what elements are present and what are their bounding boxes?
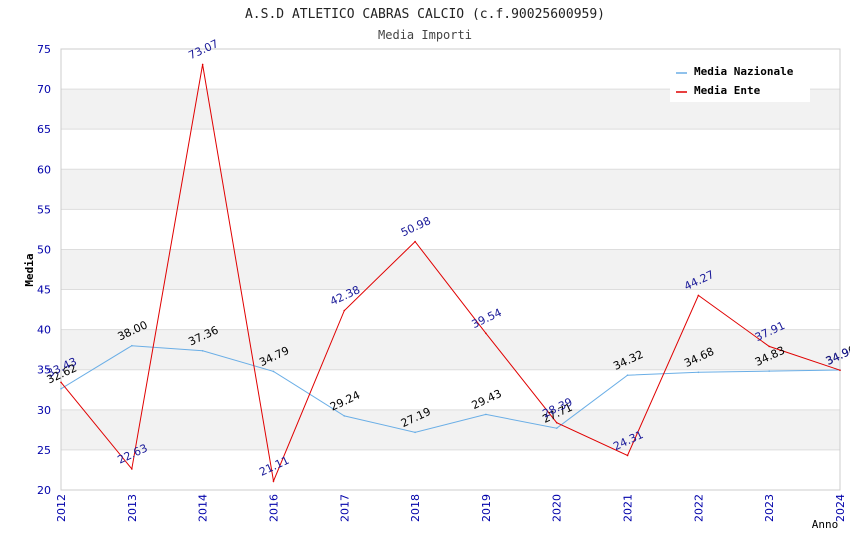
- legend-box: [670, 60, 810, 102]
- data-point: [60, 388, 62, 390]
- x-tick-label: 2014: [197, 494, 210, 522]
- data-point: [626, 454, 629, 457]
- y-tick-label: 60: [37, 163, 51, 176]
- x-tick-label: 2023: [763, 494, 776, 522]
- data-point: [485, 332, 487, 335]
- x-tick-label: 2017: [338, 494, 351, 522]
- x-axis-label: Anno: [812, 518, 839, 531]
- grid-band: [61, 409, 840, 450]
- data-label: 39.54: [470, 306, 504, 331]
- y-tick-label: 75: [37, 43, 51, 56]
- data-point: [131, 344, 133, 347]
- x-tick-label: 2019: [480, 494, 493, 522]
- data-point: [555, 427, 558, 429]
- plot-frame: [60, 48, 841, 491]
- data-point: [768, 345, 770, 348]
- data-point: [201, 350, 204, 352]
- x-tick-label: 2018: [409, 494, 422, 522]
- legend: Media Nazionale Media Ente: [670, 60, 810, 102]
- x-tick-label: 2016: [267, 494, 280, 522]
- data-point: [343, 309, 346, 312]
- y-axis-ticks: 20 25 30 35 40 45 50 55 60 65 70 75: [37, 43, 51, 497]
- data-point: [697, 294, 700, 297]
- series-line: [60, 64, 841, 483]
- grid-band: [61, 169, 840, 210]
- y-tick-label: 70: [37, 83, 51, 96]
- data-point: [485, 413, 487, 416]
- data-point: [768, 370, 770, 372]
- data-point: [626, 374, 629, 376]
- y-tick-label: 55: [37, 203, 51, 216]
- data-label: 50.98: [399, 214, 433, 239]
- data-point: [201, 63, 204, 66]
- x-tick-label: 2024: [834, 494, 847, 522]
- legend-entry: Media Ente: [694, 84, 761, 97]
- data-point: [272, 480, 275, 482]
- data-point: [839, 369, 841, 372]
- data-point: [555, 421, 558, 424]
- plot-background-bands: [61, 89, 840, 450]
- data-point: [343, 415, 346, 417]
- data-point: [272, 370, 275, 373]
- y-tick-label: 65: [37, 123, 51, 136]
- y-tick-label: 50: [37, 243, 51, 256]
- data-point: [131, 468, 133, 470]
- y-tick-label: 25: [37, 444, 51, 457]
- grid-band: [61, 249, 840, 290]
- y-tick-label: 40: [37, 324, 51, 337]
- x-tick-label: 2013: [126, 494, 139, 522]
- data-label: 73.07: [186, 37, 220, 62]
- data-point: [60, 381, 62, 384]
- y-tick-label: 30: [37, 404, 51, 417]
- y-axis-label: Media: [23, 253, 36, 286]
- chart-subtitle: Media Importi: [378, 28, 472, 42]
- series-lines: [60, 63, 841, 483]
- x-tick-label: 2012: [55, 494, 68, 522]
- y-tick-label: 35: [37, 364, 51, 377]
- data-point: [697, 371, 700, 374]
- data-label: 29.43: [470, 387, 504, 412]
- data-point: [414, 431, 416, 434]
- series-line: [60, 345, 841, 433]
- y-tick-label: 20: [37, 484, 51, 497]
- grid-band: [61, 329, 840, 370]
- x-tick-label: 2021: [622, 494, 635, 522]
- chart-title: A.S.D ATLETICO CABRAS CALCIO (c.f.900256…: [245, 7, 605, 22]
- y-tick-label: 45: [37, 284, 51, 297]
- x-tick-label: 2020: [551, 494, 564, 522]
- data-label: 21.11: [257, 454, 291, 479]
- data-point: [414, 240, 416, 243]
- legend-entry: Media Nazionale: [694, 65, 794, 78]
- x-axis-ticks: 2012 2013 2014 2016 2017 2018 2019 2020 2021 2022…: [55, 494, 847, 522]
- x-tick-label: 2022: [692, 494, 705, 522]
